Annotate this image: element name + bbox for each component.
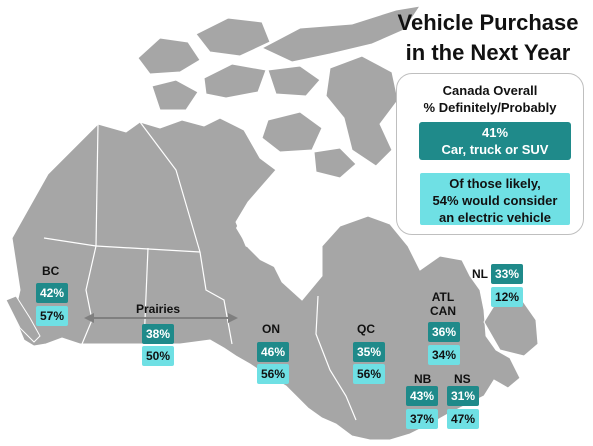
- arctic-island: [151, 79, 199, 111]
- summary-heading: Canada Overall % Definitely/Probably: [397, 82, 583, 116]
- on-car-value: 46%: [257, 342, 289, 362]
- sk-mb-border: [95, 245, 201, 253]
- prairies-ev-value: 50%: [142, 346, 174, 366]
- atl-ev-value: 34%: [428, 345, 460, 365]
- prairies-arrow: [84, 313, 238, 323]
- ns-ev-value: 47%: [447, 409, 479, 429]
- region-label-ns: NS: [454, 372, 471, 386]
- bc-border: [43, 237, 97, 345]
- summary-heading-line-1: Canada Overall: [442, 83, 538, 98]
- qc-car-value: 35%: [353, 342, 385, 362]
- arctic-island: [267, 65, 321, 97]
- arctic-island: [203, 63, 267, 99]
- vancouver-island: [5, 295, 41, 343]
- hudson-bay: [236, 186, 310, 268]
- overall-car-value: 41%: [481, 125, 509, 140]
- region-label-atl-line-2: CAN: [430, 304, 456, 318]
- nl-ev-value: 12%: [491, 287, 523, 307]
- arctic-island: [260, 5, 422, 63]
- territories-border: [95, 123, 99, 247]
- overall-ev-line-1: Of those likely,: [449, 176, 541, 191]
- region-label-nb: NB: [414, 372, 432, 386]
- overall-ev-line-3: an electric vehicle: [438, 210, 551, 225]
- arctic-island: [195, 17, 271, 57]
- canada-overall-box: Canada Overall % Definitely/Probably 41%…: [396, 73, 584, 235]
- nb-ev-value: 37%: [406, 409, 438, 429]
- overall-ev-line-2: 54% would consider: [432, 193, 558, 208]
- title-line-2: in the Next Year: [405, 40, 571, 65]
- ns-car-value: 31%: [447, 386, 479, 406]
- atl-car-value: 36%: [428, 322, 460, 342]
- bc-ev-value: 57%: [36, 306, 68, 326]
- page-title: Vehicle Purchase in the Next Year: [388, 8, 588, 68]
- on-qc-border: [315, 295, 357, 421]
- nwt-nu-border: [139, 121, 201, 253]
- nb-car-value: 43%: [406, 386, 438, 406]
- region-label-atl-line-1: ATL: [431, 290, 455, 304]
- arctic-island: [137, 37, 201, 75]
- arctic-island: [313, 147, 357, 179]
- prairies-car-value: 38%: [142, 324, 174, 344]
- overall-car-label: Car, truck or SUV: [441, 142, 549, 157]
- region-label-bc: BC: [42, 264, 60, 278]
- region-label-on: ON: [262, 322, 280, 336]
- arctic-island: [261, 111, 323, 153]
- qc-ev-value: 56%: [353, 364, 385, 384]
- arctic-island: [325, 55, 399, 167]
- nl-car-value: 33%: [491, 264, 523, 284]
- on-ev-value: 56%: [257, 364, 289, 384]
- region-label-atl: ATL CAN: [430, 290, 456, 318]
- summary-heading-line-2: % Definitely/Probably: [423, 100, 557, 115]
- bc-car-value: 42%: [36, 283, 68, 303]
- region-label-qc: QC: [357, 322, 375, 336]
- overall-ev-pill: Of those likely, 54% would consider an e…: [419, 172, 571, 226]
- title-line-1: Vehicle Purchase: [397, 10, 579, 35]
- region-label-nl: NL: [472, 267, 488, 281]
- mainland: [11, 117, 521, 441]
- region-label-prairies: Prairies: [136, 302, 181, 316]
- overall-car-pill: 41% Car, truck or SUV: [419, 122, 571, 160]
